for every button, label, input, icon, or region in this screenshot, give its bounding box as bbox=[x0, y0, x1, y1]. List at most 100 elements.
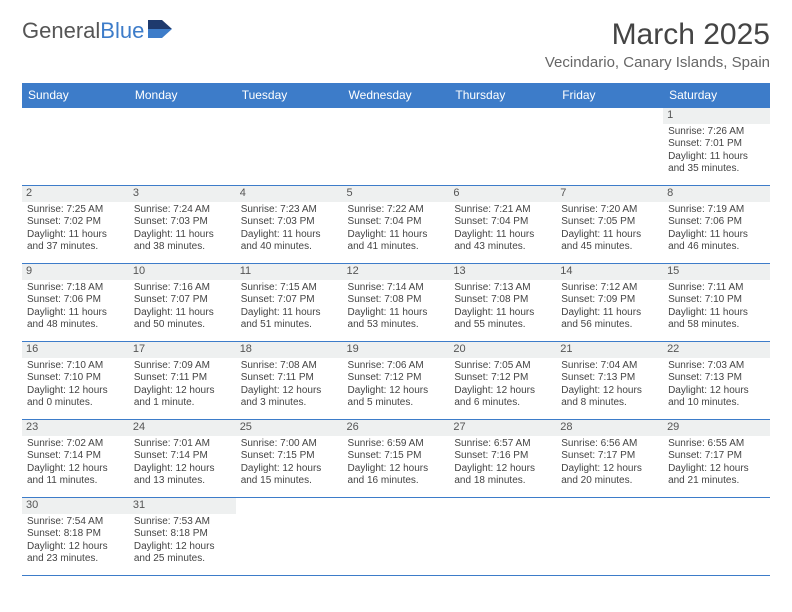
calendar-day-cell: 25Sunrise: 7:00 AMSunset: 7:15 PMDayligh… bbox=[236, 420, 343, 498]
day-number: 15 bbox=[663, 264, 770, 280]
calendar-day-cell: 7Sunrise: 7:20 AMSunset: 7:05 PMDaylight… bbox=[556, 186, 663, 264]
day-header: Monday bbox=[129, 83, 236, 108]
daylight-line: Daylight: 12 hours and 6 minutes. bbox=[454, 385, 551, 410]
sunrise-line: Sunrise: 7:01 AM bbox=[134, 438, 231, 451]
daylight-line: Daylight: 11 hours and 45 minutes. bbox=[561, 229, 658, 254]
day-content: 14Sunrise: 7:12 AMSunset: 7:09 PMDayligh… bbox=[556, 264, 663, 336]
sunrise-line: Sunrise: 7:15 AM bbox=[241, 282, 338, 295]
calendar-day-cell: 29Sunrise: 6:55 AMSunset: 7:17 PMDayligh… bbox=[663, 420, 770, 498]
sunset-line: Sunset: 7:15 PM bbox=[241, 450, 338, 463]
daylight-line: Daylight: 12 hours and 5 minutes. bbox=[348, 385, 445, 410]
sunset-line: Sunset: 7:10 PM bbox=[27, 372, 124, 385]
calendar-day-cell: 14Sunrise: 7:12 AMSunset: 7:09 PMDayligh… bbox=[556, 264, 663, 342]
sunrise-line: Sunrise: 7:12 AM bbox=[561, 282, 658, 295]
day-number: 11 bbox=[236, 264, 343, 280]
daylight-line: Daylight: 12 hours and 10 minutes. bbox=[668, 385, 765, 410]
day-content: 16Sunrise: 7:10 AMSunset: 7:10 PMDayligh… bbox=[22, 342, 129, 414]
day-content: 25Sunrise: 7:00 AMSunset: 7:15 PMDayligh… bbox=[236, 420, 343, 492]
day-content: 21Sunrise: 7:04 AMSunset: 7:13 PMDayligh… bbox=[556, 342, 663, 414]
sunrise-line: Sunrise: 7:02 AM bbox=[27, 438, 124, 451]
sunrise-line: Sunrise: 7:24 AM bbox=[134, 204, 231, 217]
day-content: 2Sunrise: 7:25 AMSunset: 7:02 PMDaylight… bbox=[22, 186, 129, 258]
day-content: 10Sunrise: 7:16 AMSunset: 7:07 PMDayligh… bbox=[129, 264, 236, 336]
day-number: 9 bbox=[22, 264, 129, 280]
daylight-line: Daylight: 11 hours and 40 minutes. bbox=[241, 229, 338, 254]
sunset-line: Sunset: 7:08 PM bbox=[348, 294, 445, 307]
calendar-day-cell: 23Sunrise: 7:02 AMSunset: 7:14 PMDayligh… bbox=[22, 420, 129, 498]
calendar-day-cell: 21Sunrise: 7:04 AMSunset: 7:13 PMDayligh… bbox=[556, 342, 663, 420]
sunset-line: Sunset: 7:14 PM bbox=[134, 450, 231, 463]
sunrise-line: Sunrise: 6:59 AM bbox=[348, 438, 445, 451]
title-block: March 2025 Vecindario, Canary Islands, S… bbox=[545, 18, 770, 71]
calendar-day-cell: 9Sunrise: 7:18 AMSunset: 7:06 PMDaylight… bbox=[22, 264, 129, 342]
day-content: 30Sunrise: 7:54 AMSunset: 8:18 PMDayligh… bbox=[22, 498, 129, 570]
calendar-day-cell: 11 Sunrise: 7:15 AMSunset: 7:07 PMDayligh… bbox=[236, 264, 343, 342]
day-content: 11 Sunrise: 7:15 AMSunset: 7:07 PMDayligh… bbox=[236, 264, 343, 336]
day-header: Tuesday bbox=[236, 83, 343, 108]
day-content: 17Sunrise: 7:09 AMSunset: 7:11 PMDayligh… bbox=[129, 342, 236, 414]
day-number: 14 bbox=[556, 264, 663, 280]
calendar-day-cell: 1Sunrise: 7:26 AMSunset: 7:01 PMDaylight… bbox=[663, 108, 770, 186]
day-number: 21 bbox=[556, 342, 663, 358]
calendar-day-cell bbox=[22, 108, 129, 186]
daylight-line: Daylight: 12 hours and 15 minutes. bbox=[241, 463, 338, 488]
sunset-line: Sunset: 8:18 PM bbox=[27, 528, 124, 541]
calendar-table: SundayMondayTuesdayWednesdayThursdayFrid… bbox=[22, 83, 770, 576]
sunset-line: Sunset: 7:16 PM bbox=[454, 450, 551, 463]
calendar-day-cell: 13Sunrise: 7:13 AMSunset: 7:08 PMDayligh… bbox=[449, 264, 556, 342]
sunrise-line: Sunrise: 7:13 AM bbox=[454, 282, 551, 295]
calendar-day-cell: 26Sunrise: 6:59 AMSunset: 7:15 PMDayligh… bbox=[343, 420, 450, 498]
calendar-day-cell: 17Sunrise: 7:09 AMSunset: 7:11 PMDayligh… bbox=[129, 342, 236, 420]
sunrise-line: Sunrise: 7:18 AM bbox=[27, 282, 124, 295]
sunrise-line: Sunrise: 7:10 AM bbox=[27, 360, 124, 373]
sunrise-line: Sunrise: 7:22 AM bbox=[348, 204, 445, 217]
day-number: 3 bbox=[129, 186, 236, 202]
day-content: 4Sunrise: 7:23 AMSunset: 7:03 PMDaylight… bbox=[236, 186, 343, 258]
daylight-line: Daylight: 11 hours and 51 minutes. bbox=[241, 307, 338, 332]
sunrise-line: Sunrise: 7:14 AM bbox=[348, 282, 445, 295]
calendar-day-cell: 20Sunrise: 7:05 AMSunset: 7:12 PMDayligh… bbox=[449, 342, 556, 420]
sunrise-line: Sunrise: 7:21 AM bbox=[454, 204, 551, 217]
day-number: 2 bbox=[22, 186, 129, 202]
calendar-week-row: 9 Sunrise: 7:18 AMSunset: 7:06 PM Daylight… bbox=[22, 264, 770, 342]
sunset-line: Sunset: 7:04 PM bbox=[454, 216, 551, 229]
day-number: 8 bbox=[663, 186, 770, 202]
sunrise-line: Sunrise: 7:08 AM bbox=[241, 360, 338, 373]
day-content: 22Sunrise: 7:03 AMSunset: 7:13 PMDayligh… bbox=[663, 342, 770, 414]
calendar-day-cell: 27Sunrise: 6:57 AMSunset: 7:16 PMDayligh… bbox=[449, 420, 556, 498]
day-header: Sunday bbox=[22, 83, 129, 108]
sunrise-line: Sunrise: 6:57 AM bbox=[454, 438, 551, 451]
calendar-day-cell bbox=[556, 498, 663, 576]
day-number: 6 bbox=[449, 186, 556, 202]
daylight-line: Daylight: 12 hours and 8 minutes. bbox=[561, 385, 658, 410]
sunset-line: Sunset: 7:02 PM bbox=[27, 216, 124, 229]
daylight-line: Daylight: 12 hours and 13 minutes. bbox=[134, 463, 231, 488]
flag-icon bbox=[148, 18, 174, 44]
sunset-line: Sunset: 7:06 PM bbox=[27, 294, 124, 307]
sunset-line: Sunset: 7:12 PM bbox=[348, 372, 445, 385]
sunrise-line: Sunrise: 7:23 AM bbox=[241, 204, 338, 217]
sunset-line: Sunset: 7:10 PM bbox=[668, 294, 765, 307]
day-content: 29Sunrise: 6:55 AMSunset: 7:17 PMDayligh… bbox=[663, 420, 770, 492]
sunset-line: Sunset: 7:07 PM bbox=[241, 294, 338, 307]
sunset-line: Sunset: 7:03 PM bbox=[134, 216, 231, 229]
day-number: 28 bbox=[556, 420, 663, 436]
day-header: Wednesday bbox=[343, 83, 450, 108]
day-number: 19 bbox=[343, 342, 450, 358]
daylight-line: Daylight: 12 hours and 21 minutes. bbox=[668, 463, 765, 488]
sunrise-line: Sunrise: 7:03 AM bbox=[668, 360, 765, 373]
sunrise-line: Sunrise: 6:56 AM bbox=[561, 438, 658, 451]
calendar-day-cell: 28Sunrise: 6:56 AMSunset: 7:17 PMDayligh… bbox=[556, 420, 663, 498]
daylight-line: Daylight: 12 hours and 18 minutes. bbox=[454, 463, 551, 488]
day-number: 18 bbox=[236, 342, 343, 358]
calendar-day-cell: 2Sunrise: 7:25 AMSunset: 7:02 PMDaylight… bbox=[22, 186, 129, 264]
daylight-line: Daylight: 12 hours and 11 minutes. bbox=[27, 463, 124, 488]
day-number: 22 bbox=[663, 342, 770, 358]
daylight-line: Daylight: 11 hours and 46 minutes. bbox=[668, 229, 765, 254]
calendar-day-cell: 22Sunrise: 7:03 AMSunset: 7:13 PMDayligh… bbox=[663, 342, 770, 420]
sunrise-line: Sunrise: 7:11 AM bbox=[668, 282, 765, 295]
day-number: 31 bbox=[129, 498, 236, 514]
sunrise-line: Sunrise: 7:54 AM bbox=[27, 516, 124, 529]
sunset-line: Sunset: 7:11 PM bbox=[241, 372, 338, 385]
calendar-week-row: 1Sunrise: 7:26 AMSunset: 7:01 PMDaylight… bbox=[22, 108, 770, 186]
